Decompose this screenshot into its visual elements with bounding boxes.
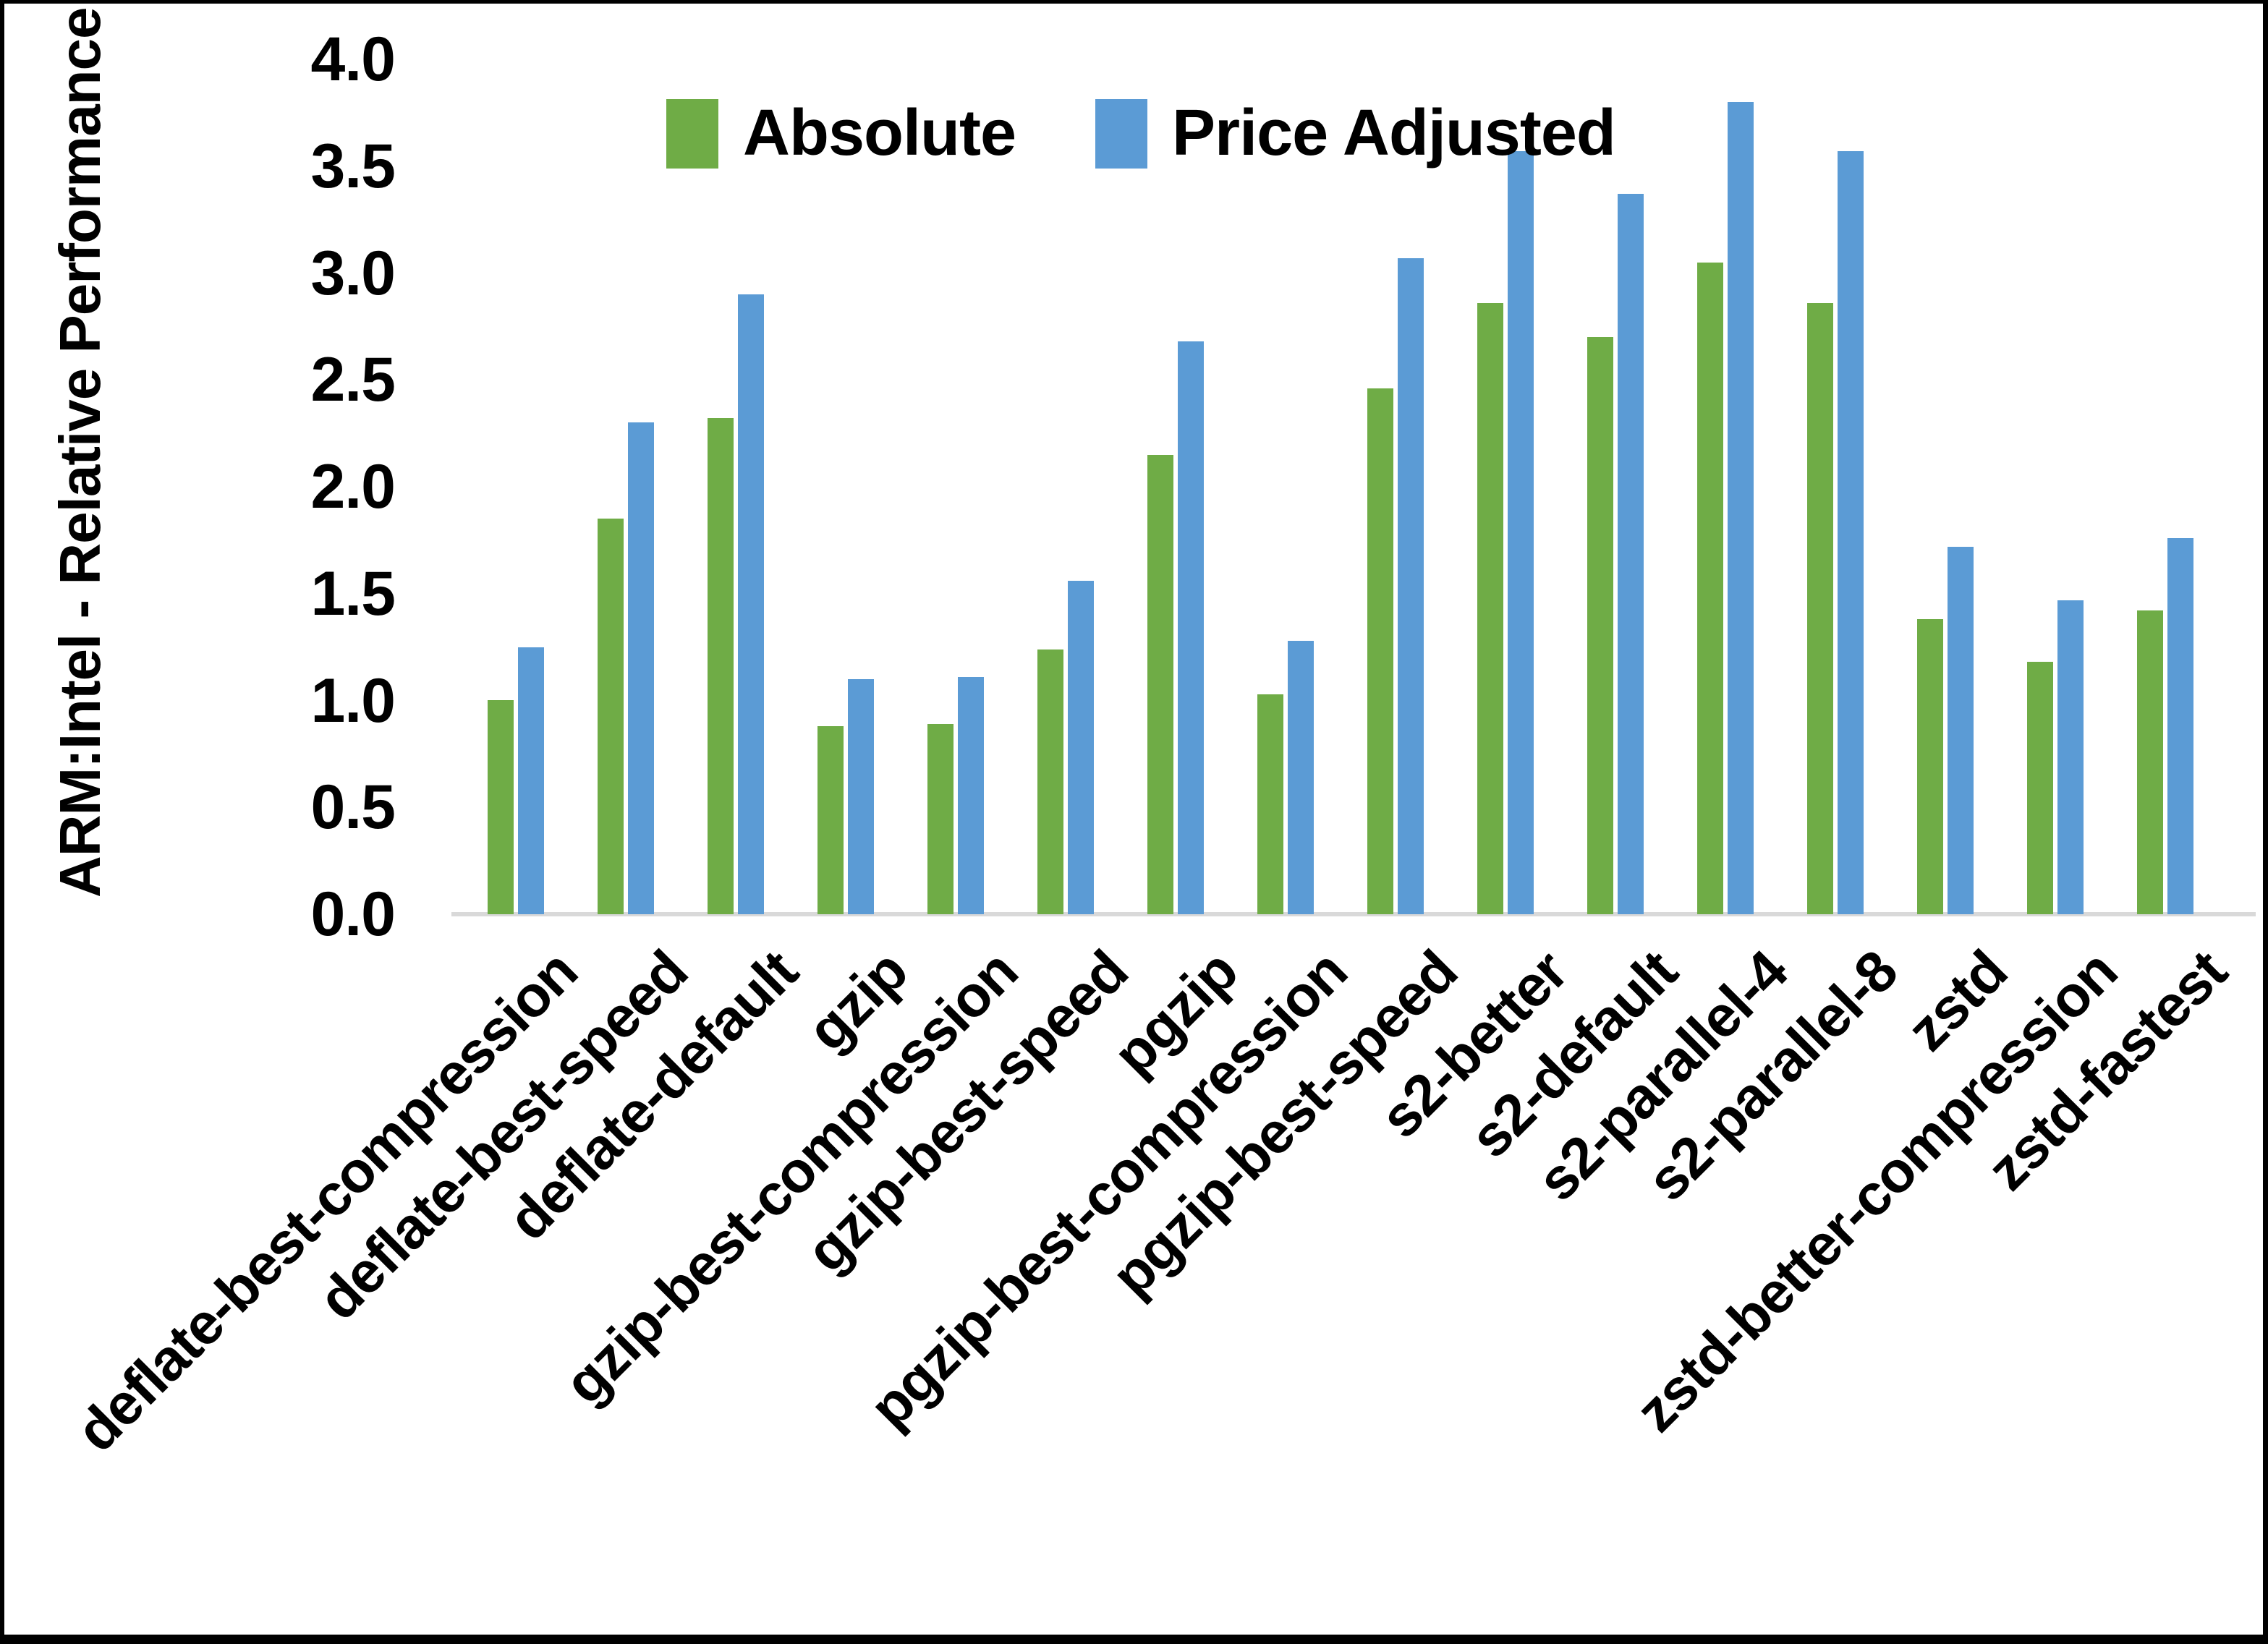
bar-absolute: [1367, 388, 1393, 914]
bar-absolute: [1147, 455, 1173, 914]
bar-absolute: [1477, 303, 1503, 914]
bar-absolute: [598, 519, 624, 914]
bar-absolute: [817, 726, 844, 914]
bar-absolute: [1037, 649, 1063, 914]
bar-price-adjusted: [1948, 547, 1974, 914]
bar-price-adjusted: [1838, 151, 1864, 914]
bar-price-adjusted: [1728, 102, 1754, 914]
bar-price-adjusted: [1288, 641, 1314, 914]
y-tick-label: 2.5: [310, 345, 396, 415]
legend: Absolute Price Adjusted: [666, 96, 1616, 171]
bar-absolute: [708, 418, 734, 914]
bar-absolute: [1807, 303, 1833, 914]
bar-absolute: [927, 724, 954, 914]
bar-price-adjusted: [1618, 194, 1644, 914]
x-axis-line: [451, 912, 2256, 916]
y-tick-label: 0.5: [310, 772, 396, 843]
bar-price-adjusted: [628, 422, 654, 914]
bar-absolute: [1257, 694, 1283, 914]
y-tick-label: 3.5: [310, 131, 396, 201]
bar-price-adjusted: [1178, 341, 1204, 914]
y-tick-label: 4.0: [310, 25, 396, 94]
bar-price-adjusted: [1398, 258, 1424, 914]
bar-absolute: [1587, 337, 1613, 914]
legend-swatch-price-adjusted: [1095, 98, 1148, 169]
y-tick-label: 0.0: [310, 880, 396, 949]
y-tick-label: 3.0: [310, 238, 396, 308]
bar-price-adjusted: [738, 294, 764, 914]
bar-price-adjusted: [2057, 600, 2084, 914]
bar-absolute: [1917, 619, 1943, 914]
bar-price-adjusted: [1068, 581, 1094, 914]
legend-item-price-adjusted: Price Adjusted: [1095, 96, 1616, 171]
y-tick-label: 1.0: [310, 665, 396, 736]
y-tick-label: 1.5: [310, 558, 396, 629]
bar-price-adjusted: [848, 679, 874, 914]
bar-price-adjusted: [958, 677, 984, 914]
bar-absolute: [1697, 263, 1723, 914]
bar-absolute: [2027, 662, 2053, 914]
bar-price-adjusted: [2167, 538, 2193, 914]
bar-price-adjusted: [1508, 151, 1534, 914]
legend-label: Absolute: [743, 97, 1016, 169]
legend-swatch-absolute: [666, 98, 718, 169]
bar-price-adjusted: [518, 647, 544, 914]
bar-absolute: [2137, 610, 2163, 914]
legend-item-absolute: Absolute: [666, 96, 1016, 171]
legend-label: Price Adjusted: [1172, 97, 1616, 169]
bar-absolute: [488, 700, 514, 914]
y-tick-label: 2.0: [310, 452, 396, 521]
